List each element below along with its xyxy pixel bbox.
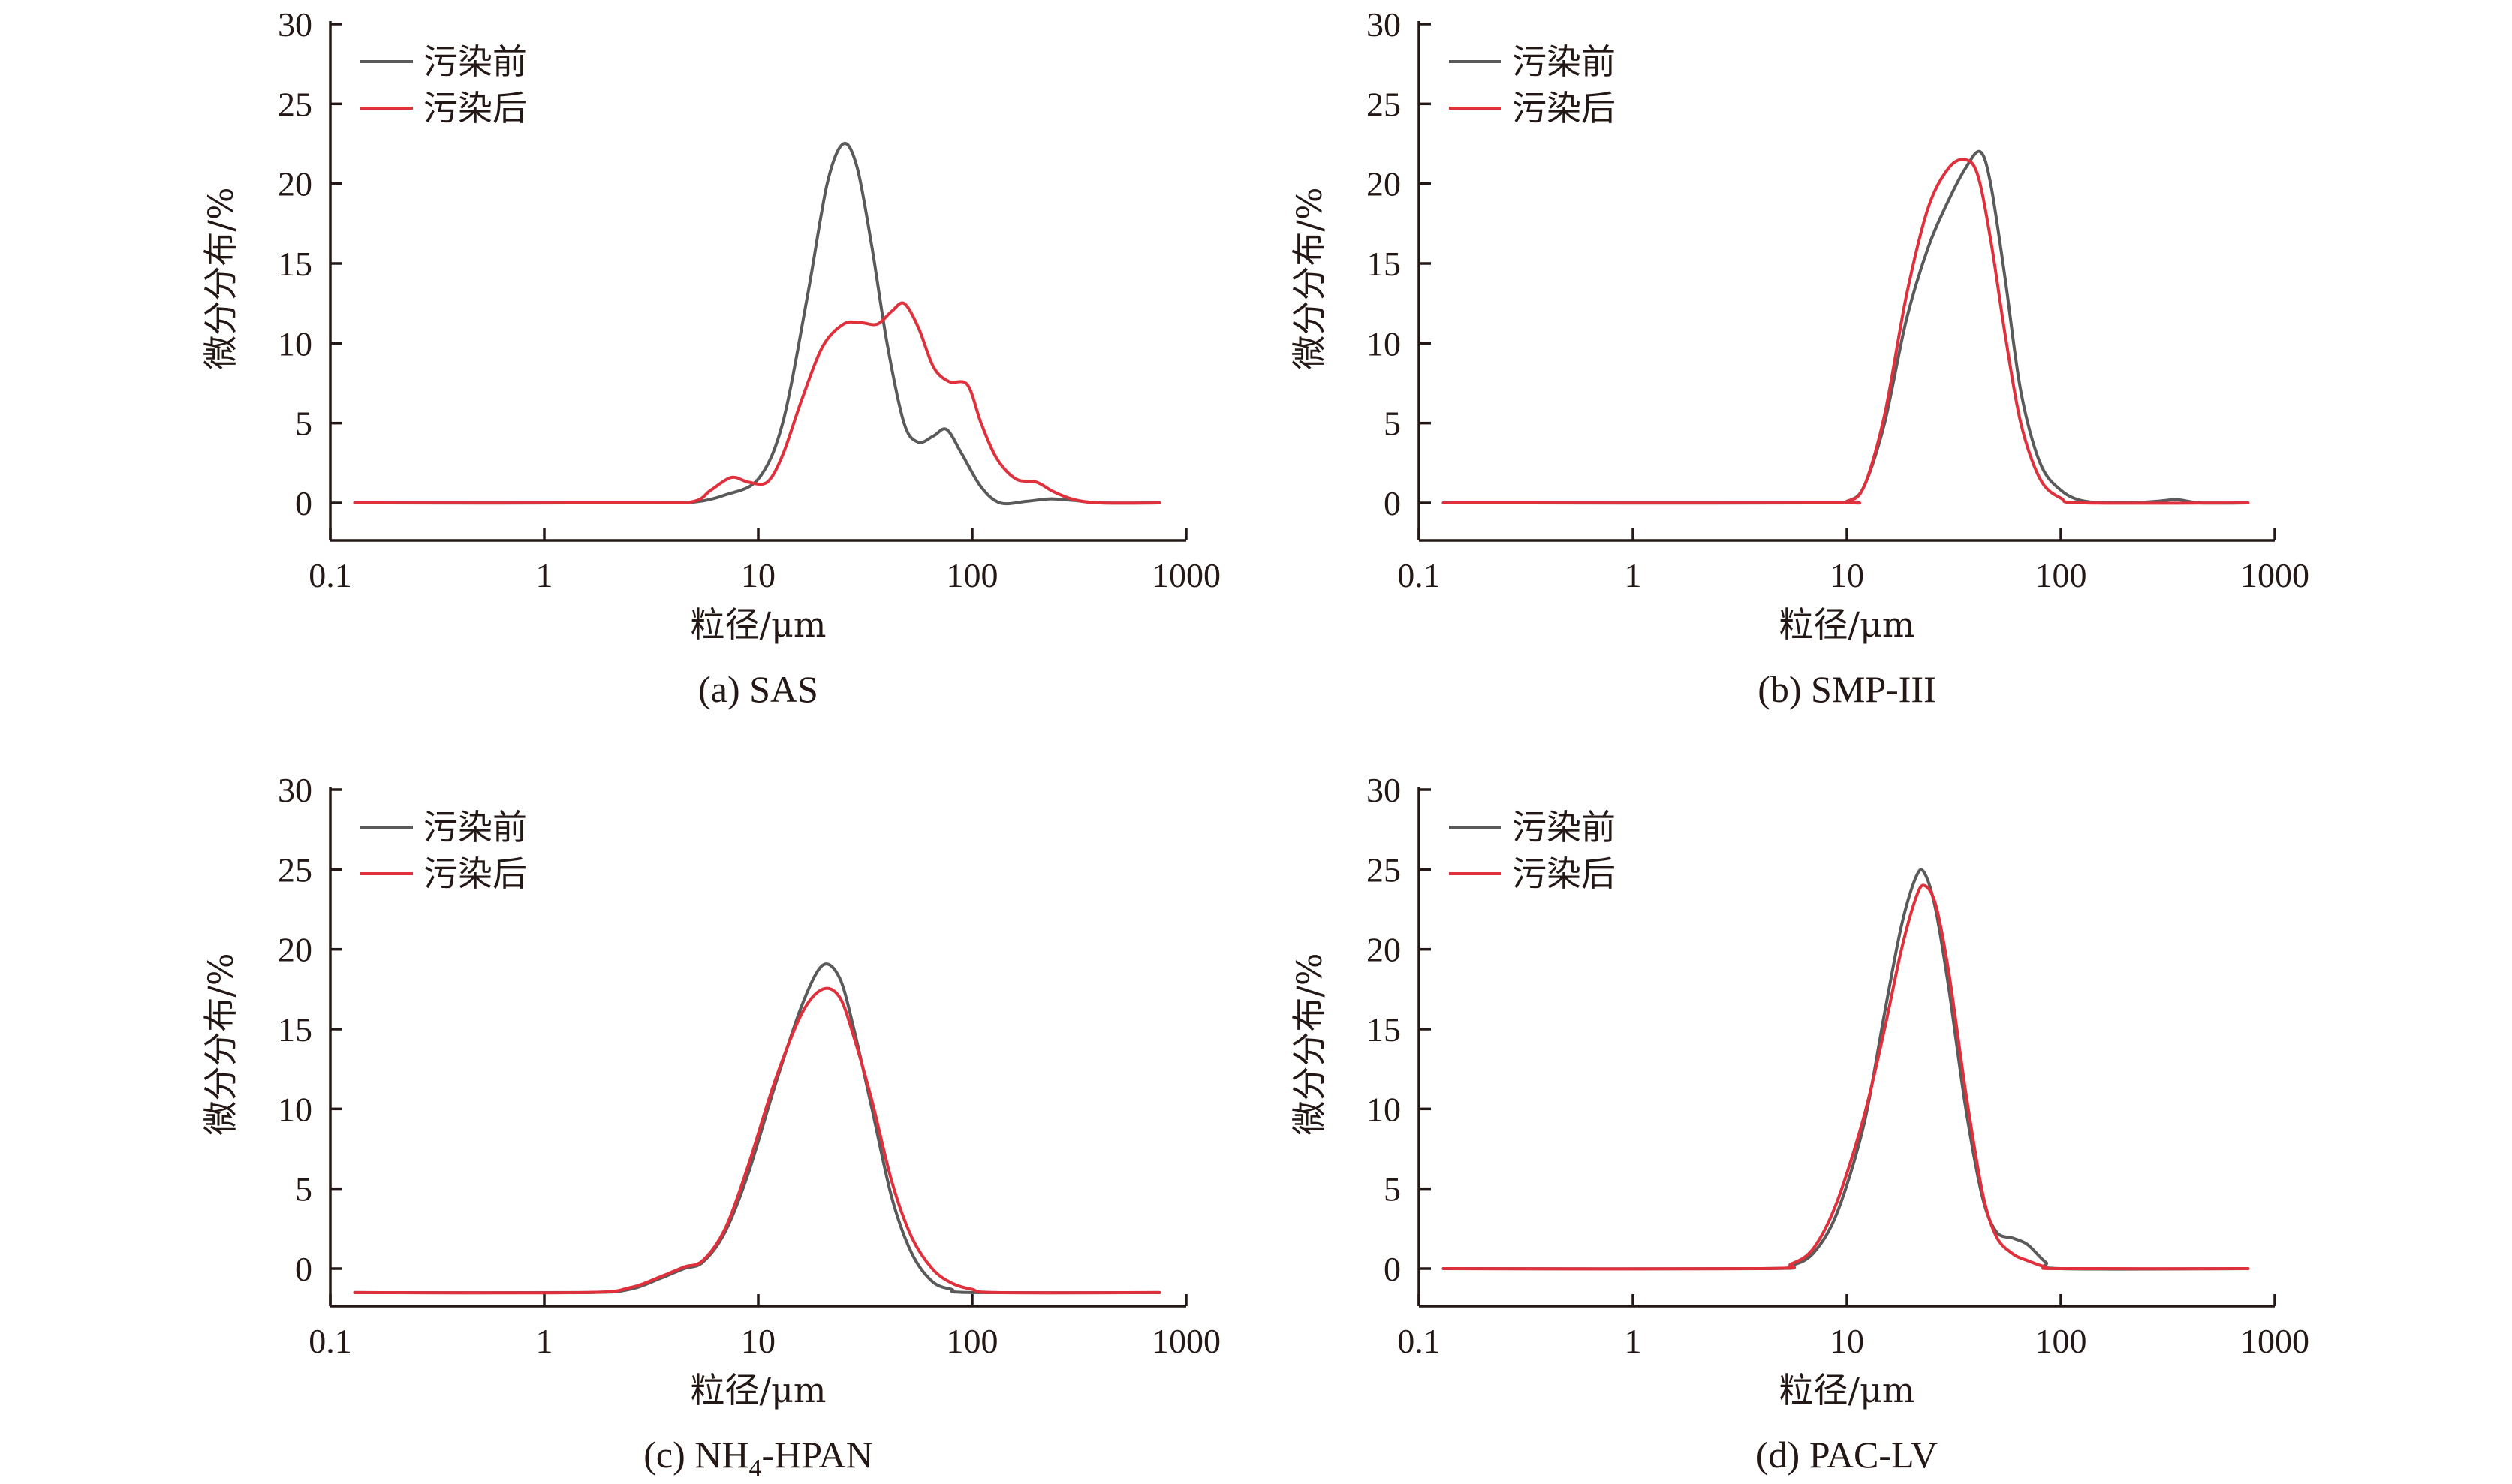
legend-label: 污染前: [1512, 807, 1616, 847]
series-line-after: [1441, 883, 2250, 1271]
x-tick-label: 10: [741, 1322, 776, 1360]
y-tick-label: 5: [1384, 405, 1401, 443]
y-tick-label: 20: [1366, 931, 1401, 969]
chart-panel-1: 0 5 10 15 20 25 30 0.1 1 10 100 1000 粒径/μm 微分分布/% (a) …: [200, 5, 1221, 710]
y-tick-label: 5: [1384, 1170, 1401, 1209]
series-line-after: [353, 986, 1161, 1295]
x-tick-label: 0.1: [309, 556, 352, 595]
y-tick-label: 0: [1384, 484, 1401, 522]
x-tick-label: 1000: [2240, 556, 2309, 595]
x-tick-label: 1: [1625, 556, 1642, 595]
chart-panel-4: 0 5 10 15 20 25 30 0.1 1 10 100 1000 粒径/μm 微分分布/% (d) …: [1289, 771, 2309, 1476]
series-line-after: [1441, 158, 2250, 505]
y-tick-label: 25: [1366, 850, 1401, 889]
series-line-before: [1441, 149, 2250, 505]
panel-caption: (a) SAS: [698, 668, 818, 710]
panel-caption: (b) SMP-III: [1757, 668, 1935, 710]
y-tick-label: 15: [278, 245, 312, 283]
y-tick-label: 0: [295, 484, 312, 522]
y-tick-label: 20: [1366, 165, 1401, 203]
y-tick-label: 0: [1384, 1250, 1401, 1288]
y-tick-label: 10: [1366, 324, 1401, 363]
panel-caption: (d) PAC-LV: [1756, 1434, 1938, 1476]
x-tick-label: 1: [1625, 1322, 1642, 1360]
series-line-before: [353, 962, 1161, 1295]
y-axis-title: 微分分布/%: [1289, 953, 1330, 1135]
y-tick-label: 15: [1366, 1010, 1401, 1049]
y-axis-title: 微分分布/%: [1289, 187, 1330, 369]
x-tick-label: 10: [1830, 556, 1864, 595]
legend-label: 污染后: [423, 853, 527, 894]
x-tick-label: 1: [536, 1322, 553, 1360]
x-tick-label: 10: [1830, 1322, 1864, 1360]
y-tick-label: 10: [278, 324, 312, 363]
panel-caption: (c) NH4-HPAN: [643, 1434, 872, 1482]
y-tick-label: 20: [278, 931, 312, 969]
x-axis-title: 粒径/μm: [690, 1370, 826, 1410]
x-tick-label: 1000: [1152, 1322, 1221, 1360]
x-axis-title: 粒径/μm: [1779, 604, 1914, 645]
x-axis-title: 粒径/μm: [1779, 1370, 1914, 1410]
x-axis-title: 粒径/μm: [690, 604, 826, 645]
x-tick-label: 1000: [1152, 556, 1221, 595]
legend-label: 污染后: [1512, 88, 1616, 128]
y-tick-label: 30: [1366, 771, 1401, 809]
x-tick-label: 100: [947, 1322, 998, 1360]
y-tick-label: 30: [278, 5, 312, 44]
x-tick-label: 1000: [2240, 1322, 2309, 1360]
series-line-before: [353, 142, 1161, 506]
y-tick-label: 10: [278, 1090, 312, 1128]
y-tick-label: 25: [278, 850, 312, 889]
x-tick-label: 0.1: [1397, 556, 1441, 595]
x-tick-label: 10: [741, 556, 776, 595]
y-tick-label: 15: [1366, 245, 1401, 283]
y-tick-label: 10: [1366, 1090, 1401, 1128]
legend-label: 污染前: [423, 807, 527, 847]
y-tick-label: 25: [278, 85, 312, 123]
y-tick-label: 5: [295, 405, 312, 443]
legend-label: 污染后: [423, 88, 527, 128]
y-axis-title: 微分分布/%: [200, 953, 241, 1135]
y-tick-label: 0: [295, 1250, 312, 1288]
x-tick-label: 1: [536, 556, 553, 595]
x-tick-label: 0.1: [309, 1322, 352, 1360]
x-tick-label: 100: [2035, 1322, 2087, 1360]
series-line-after: [353, 301, 1161, 505]
y-tick-label: 30: [1366, 5, 1401, 44]
x-tick-label: 100: [947, 556, 998, 595]
y-axis-title: 微分分布/%: [200, 187, 241, 369]
chart-panel-2: 0 5 10 15 20 25 30 0.1 1 10 100 1000 粒径/μm 微分分布/% (b) …: [1289, 5, 2309, 710]
chart-panel-3: 0 5 10 15 20 25 30 0.1 1 10 100 1000 粒径/μm 微分分布/% (c) …: [200, 771, 1221, 1482]
y-tick-label: 30: [278, 771, 312, 809]
x-tick-label: 100: [2035, 556, 2087, 595]
y-tick-label: 20: [278, 165, 312, 203]
x-tick-label: 0.1: [1397, 1322, 1441, 1360]
y-tick-label: 25: [1366, 85, 1401, 123]
series-line-before: [1441, 868, 2250, 1271]
legend-label: 污染前: [1512, 41, 1616, 82]
y-tick-label: 5: [295, 1170, 312, 1209]
y-tick-label: 15: [278, 1010, 312, 1049]
legend-label: 污染前: [423, 41, 527, 82]
legend-label: 污染后: [1512, 853, 1616, 894]
